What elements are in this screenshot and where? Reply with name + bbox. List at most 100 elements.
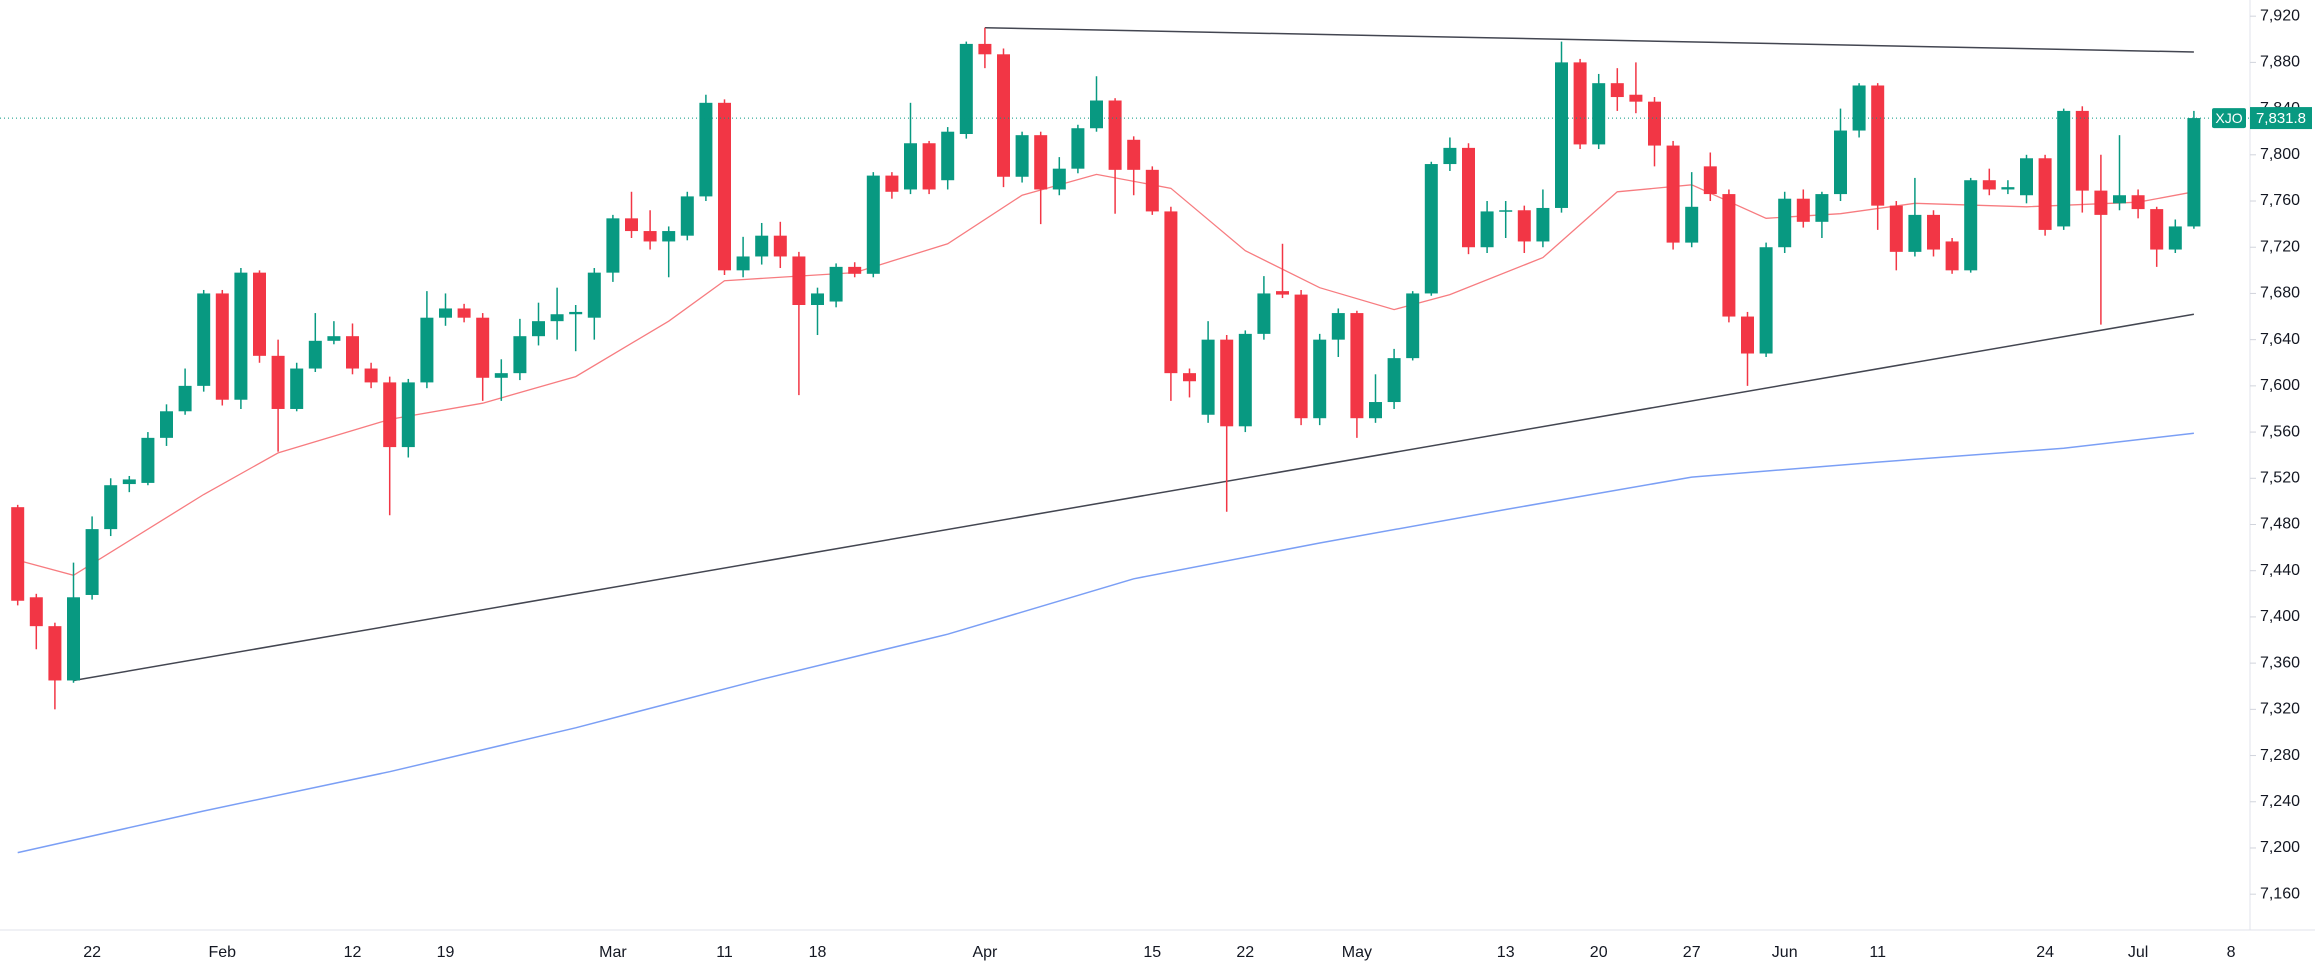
candle-body [1127, 139, 1141, 170]
candle-body [792, 256, 806, 305]
candle-body [1796, 198, 1810, 222]
candle-body [643, 231, 657, 242]
candle-body [1536, 207, 1550, 242]
candle-body [401, 382, 415, 448]
x-tick-label: 19 [437, 944, 455, 961]
candle-body [1573, 62, 1587, 145]
x-tick-label: Jun [1772, 944, 1798, 961]
candle-body [1759, 247, 1773, 354]
candle-body [550, 314, 564, 322]
candle-body [718, 102, 731, 271]
candle-body [2057, 110, 2071, 227]
candle-body [1815, 194, 1829, 222]
overlay-line [73, 313, 2195, 682]
x-tick-label: 18 [809, 944, 827, 961]
x-tick-label: 24 [2036, 944, 2054, 961]
y-tick-label: 7,320 [2260, 701, 2300, 718]
candle-body [532, 321, 545, 337]
candle-body [1183, 373, 1196, 382]
candle-body [1350, 313, 1364, 419]
candle-body [1034, 135, 1048, 190]
candle-body [1908, 214, 1922, 252]
candle-body [513, 336, 527, 374]
candle-body [2187, 118, 2201, 227]
candle-body [922, 143, 936, 190]
candle-body [1276, 291, 1289, 295]
candle-body [2094, 190, 2108, 215]
candle-body [1015, 135, 1029, 177]
y-tick-label: 7,760 [2260, 192, 2300, 209]
y-tick-label: 7,360 [2260, 654, 2300, 671]
candle-body [755, 235, 769, 257]
candle-body [1387, 358, 1401, 403]
x-tick-label: 13 [1497, 944, 1515, 961]
candle-body [122, 479, 136, 485]
candle-body [1703, 166, 1717, 195]
y-tick-label: 7,680 [2260, 285, 2300, 302]
x-tick-label: Feb [209, 944, 237, 961]
candle-body [1964, 180, 1978, 271]
candle-body [11, 507, 25, 601]
candle-body [141, 437, 155, 483]
y-tick-label: 7,240 [2260, 793, 2300, 810]
candle-body [1852, 85, 1866, 131]
candle-body [271, 355, 285, 409]
candle-body [1313, 339, 1327, 419]
price-tag [2250, 107, 2312, 130]
candle-body [1238, 333, 1252, 427]
candle-body [1220, 339, 1234, 427]
candle-body [1369, 402, 1382, 419]
candle-body [885, 175, 899, 192]
candle-body [2131, 195, 2145, 210]
symbol-label: XJO [2215, 110, 2242, 126]
candle-body [866, 175, 880, 274]
candle-body [1871, 85, 1885, 206]
candle-body [383, 382, 397, 448]
y-tick-label: 7,200 [2260, 839, 2300, 856]
y-tick-label: 7,640 [2260, 331, 2300, 348]
candle-body [1201, 339, 1215, 415]
candle-body [2168, 226, 2182, 250]
candle-body [1052, 168, 1066, 190]
price-label: 7,831.8 [2256, 110, 2306, 127]
candle-body [829, 266, 843, 302]
x-tick-label: 22 [1236, 944, 1254, 961]
x-tick-label: Jul [2128, 944, 2148, 961]
x-tick-label: 15 [1143, 944, 1161, 961]
y-tick-label: 7,560 [2260, 423, 2300, 440]
candle-body [1685, 206, 1699, 243]
candle-body [662, 231, 676, 242]
y-tick-label: 7,400 [2260, 608, 2300, 625]
candle-body [1982, 180, 1996, 190]
candle-body [346, 336, 359, 369]
candle-body [569, 311, 583, 315]
candle-body [1443, 147, 1457, 165]
y-tick-label: 7,800 [2260, 146, 2300, 163]
candle-body [1741, 316, 1754, 354]
candle-body [327, 336, 341, 341]
x-tick-label: 27 [1683, 944, 1701, 961]
candle-body [1927, 214, 1940, 250]
candle-body [29, 597, 43, 627]
y-tick-label: 7,440 [2260, 562, 2300, 579]
candle-body [494, 373, 508, 378]
candle-body [1164, 211, 1178, 374]
candle-body [941, 131, 955, 181]
y-tick-label: 7,720 [2260, 238, 2300, 255]
x-tick-label: Mar [599, 944, 627, 961]
candle-body [1257, 293, 1271, 334]
candle-body [253, 272, 266, 356]
x-tick-label: 20 [1590, 944, 1608, 961]
candle-body [85, 529, 99, 595]
candle-body [848, 266, 862, 274]
candle-body [2038, 158, 2052, 230]
candle-body [160, 411, 173, 438]
candle-body [680, 196, 694, 236]
candle-body [1889, 205, 1903, 252]
y-tick-label: 7,880 [2260, 54, 2300, 71]
candle-body [457, 308, 471, 318]
candle-body [439, 308, 452, 318]
